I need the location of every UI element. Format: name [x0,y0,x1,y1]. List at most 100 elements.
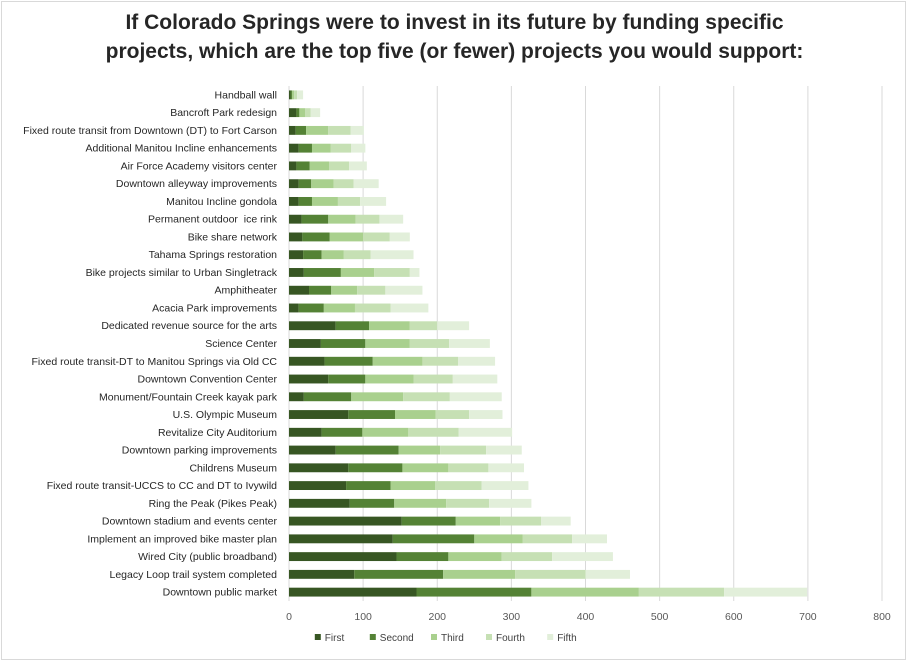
bar-segment [353,179,379,189]
bar-segment [458,356,496,366]
bar-segment [409,339,450,348]
bar-segment [289,516,402,526]
bar-segment [296,108,300,118]
bar-segment [289,303,299,313]
bar-segment [402,463,449,473]
legend-swatch [547,634,554,640]
bar-segment [309,161,330,171]
bar-segment [448,463,489,473]
bar-segment [489,498,532,508]
bar-segment [481,481,529,491]
category-label: Permanent outdoor ice rink [148,214,278,226]
bar-segment [289,339,321,348]
bar-segment [501,552,553,562]
bar-segment [350,125,364,135]
bar-segment [303,250,322,260]
category-label: Revitalize City Auditorium [158,427,277,439]
bar-segment [531,587,639,597]
bar-segment [348,410,395,419]
bar-segment [303,392,352,402]
bar-segment [488,463,524,473]
bar-segment [343,250,371,260]
bar-segment [289,179,299,189]
bar-segment [401,516,456,526]
bar-segment [289,481,347,491]
category-label: Science Center [205,338,277,350]
category-label: U.S. Olympic Museum [173,409,278,421]
bar-segment [348,463,403,473]
bar-segment [449,392,502,402]
bar-segment [321,250,344,260]
category-label: Downtown parking improvements [122,445,277,457]
bar-segment [298,196,312,206]
category-label: Amphitheater [215,285,278,297]
bar-segment [289,214,302,224]
bar-segment [390,303,429,313]
category-label: Bike projects similar to Urban Singletra… [86,267,278,279]
category-label: Downtown Convention Center [138,374,278,386]
x-tick-label: 500 [651,611,669,623]
bar-segment [372,356,423,366]
bar-segment [289,463,349,473]
bar-segment [500,516,542,526]
bar-segment [296,161,310,171]
bar-segment [328,214,356,224]
category-label: Implement an improved bike master plan [87,533,277,545]
bar-segment [409,321,438,331]
category-label: Manitou Incline gondola [166,196,277,208]
bar-segment [349,161,367,171]
category-label: Ring the Peak (Pikes Peak) [149,498,277,510]
legend-label: Fourth [496,633,525,644]
bar-segment [390,481,436,491]
bar-segment [311,179,334,189]
bar-segment [515,569,586,579]
legend-swatch [431,634,437,640]
bar-segment [455,516,501,526]
bar-segment [289,268,304,277]
x-tick-label: 400 [577,611,595,623]
bar-segment [448,552,502,562]
bar-segment [321,427,363,437]
bar-segment [289,498,350,508]
bar-segment [458,427,513,437]
x-tick-label: 600 [725,611,743,623]
bar-segment [349,498,395,508]
bar-segment [335,321,370,331]
bar-segment [638,587,725,597]
category-label: Downtown alleyway improvements [116,178,277,190]
bar-segment [328,374,366,384]
bar-segment [365,339,410,348]
bar-segment [346,481,391,491]
bar-segment [311,196,338,206]
legend-swatch [486,634,492,640]
bar-segment [303,268,341,277]
category-label: Additional Manitou Incline enhancements [86,143,277,155]
bar-segment [298,179,312,189]
category-label: Fixed route transit from Downtown (DT) t… [23,125,277,137]
bar-segment [365,374,414,384]
category-label: Legacy Loop trail system completed [109,569,277,581]
bar-segment [289,321,336,331]
bar-segment [329,232,364,242]
bar-segment [289,143,299,153]
bar-segment [354,569,444,579]
bar-segment [474,534,523,544]
category-label: Fixed route transit-UCCS to CC and DT to… [47,480,277,492]
bar-segment [302,232,330,242]
bar-segment [394,498,447,508]
bar-segment [435,410,470,419]
bar-segment [299,108,306,118]
bar-segment [309,285,332,295]
bar-segment [323,303,355,313]
category-label: Monument/Fountain Creek kayak park [99,391,278,403]
bar-segment [340,268,375,277]
bar-segment [357,285,386,295]
bar-segment [374,268,410,277]
chart-title-line-1: If Colorado Springs were to invest in it… [125,11,784,34]
chart-title: If Colorado Springs were to invest in it… [0,8,909,66]
bar-segment [310,108,321,118]
x-tick-label: 200 [428,611,446,623]
bar-segment [289,125,296,135]
category-label: Bancroft Park redesign [170,107,277,119]
x-tick-label: 800 [873,611,891,623]
